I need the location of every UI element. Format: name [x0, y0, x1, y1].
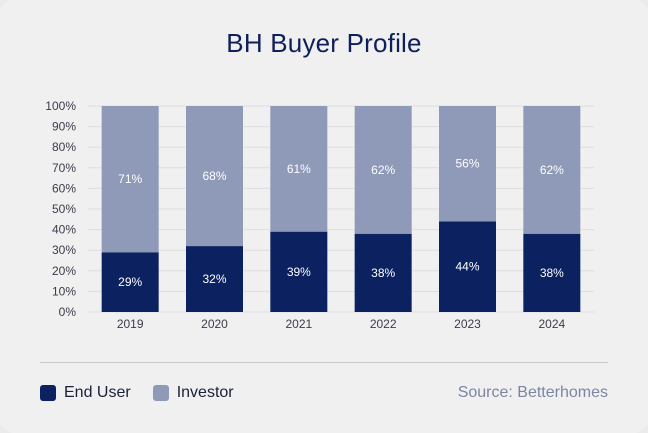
x-tick-label: 2023 [454, 317, 481, 331]
y-tick-label: 100% [45, 99, 76, 113]
y-tick-label: 50% [52, 202, 76, 216]
legend-item-end-user: End User [40, 384, 131, 402]
data-label: 62% [540, 163, 564, 177]
data-label: 61% [287, 162, 311, 176]
legend-label-investor: Investor [176, 384, 234, 401]
data-label: 71% [118, 172, 142, 186]
data-label: 62% [371, 163, 395, 177]
bar-end-user [439, 221, 496, 312]
legend: End User Investor [40, 384, 256, 402]
x-tick-label: 2024 [538, 317, 565, 331]
y-tick-label: 90% [52, 120, 76, 134]
x-tick-label: 2022 [370, 317, 397, 331]
data-label: 29% [118, 275, 142, 289]
y-tick-label: 70% [52, 161, 76, 175]
bar-end-user [186, 246, 243, 312]
source-note: Source: Betterhomes [457, 384, 608, 401]
y-tick-label: 30% [52, 243, 76, 257]
x-tick-label: 2020 [201, 317, 228, 331]
bar-end-user [270, 231, 328, 312]
y-tick-label: 40% [52, 223, 76, 237]
legend-label-end-user: End User [64, 384, 131, 401]
bar-investor [270, 106, 328, 232]
data-label: 39% [287, 265, 311, 279]
stacked-bar-chart: 0% 10% 20% 30% 40% 50% 60% 70% 80% 90% 100% 29% 71% 2… [45, 99, 594, 331]
x-tick-label: 2019 [117, 317, 144, 331]
divider [40, 362, 608, 363]
legend-item-investor: Investor [152, 384, 234, 402]
bar-investor [186, 106, 243, 247]
data-label: 38% [540, 266, 564, 280]
data-label: 68% [202, 169, 226, 183]
y-tick-label: 80% [52, 140, 76, 154]
y-tick-label: 0% [59, 305, 77, 319]
bar-investor [523, 106, 581, 234]
data-label: 38% [371, 266, 395, 280]
x-tick-label: 2021 [285, 317, 312, 331]
data-label: 32% [202, 272, 226, 286]
bar-end-user [354, 233, 412, 312]
y-tick-label: 60% [52, 181, 76, 195]
y-tick-label: 10% [52, 284, 76, 298]
bar-investor [101, 106, 159, 253]
bar-end-user [101, 252, 159, 312]
chart-title: BH Buyer Profile [226, 28, 422, 58]
bar-investor [354, 106, 412, 234]
data-label: 56% [455, 157, 479, 171]
legend-swatch-investor [152, 385, 169, 401]
y-tick-label: 20% [52, 264, 76, 278]
data-label: 44% [455, 260, 479, 274]
bar-end-user [523, 233, 581, 312]
legend-swatch-end-user [40, 385, 56, 401]
bar-investor [439, 106, 496, 222]
